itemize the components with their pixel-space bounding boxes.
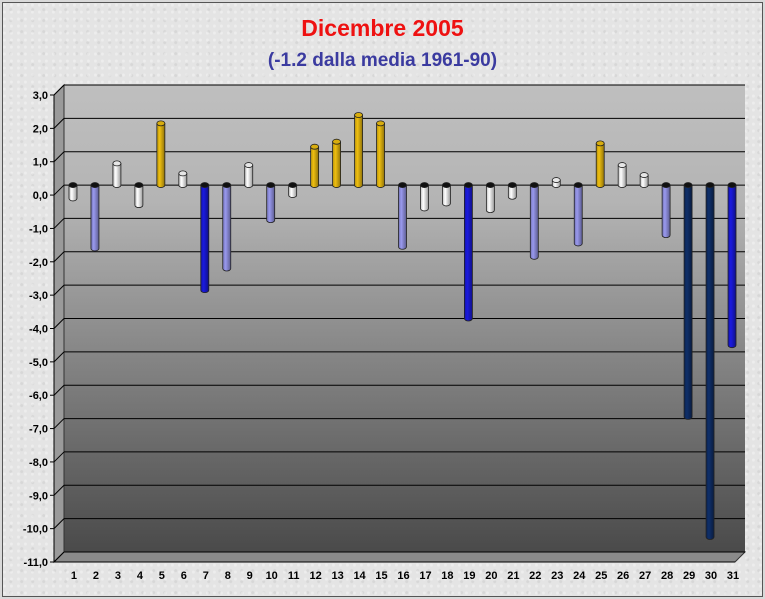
y-tick-label: 3,0	[33, 90, 48, 102]
x-tick-label: 22	[529, 570, 541, 582]
bar	[266, 182, 276, 223]
gridline-side	[53, 418, 65, 429]
x-tick-label: 2	[93, 570, 99, 582]
y-tick-label: -6,0	[29, 390, 48, 402]
bar	[507, 182, 517, 200]
y-tick-label: -1,0	[29, 223, 48, 235]
bar	[112, 160, 122, 188]
bar	[683, 182, 693, 420]
y-tick-label: -9,0	[29, 490, 48, 502]
x-tick-label: 10	[266, 570, 278, 582]
gridline-side	[53, 151, 65, 163]
y-tick-label: -8,0	[29, 457, 48, 469]
gridline-side	[53, 551, 65, 563]
bar	[639, 172, 649, 188]
bar	[529, 182, 539, 260]
x-tick-label: 5	[159, 570, 165, 582]
x-tick-label: 14	[353, 570, 366, 582]
y-tick-label: 1,0	[33, 157, 48, 169]
bar	[200, 182, 210, 294]
chart-subtitle: (-1.2 dalla media 1961-90)	[267, 50, 498, 71]
gridline-side	[53, 84, 65, 96]
bar	[244, 162, 254, 188]
bar	[398, 182, 407, 250]
x-tick-label: 8	[225, 570, 231, 582]
x-tick-label: 16	[397, 570, 409, 582]
x-tick-label: 23	[551, 570, 563, 582]
bar	[376, 120, 385, 188]
x-tick-label: 27	[639, 570, 651, 582]
x-tick-label: 25	[595, 570, 607, 582]
x-tick-label: 24	[573, 570, 586, 582]
gridline-side	[53, 184, 65, 196]
x-tick-label: 6	[181, 570, 187, 582]
x-tick-label: 7	[203, 570, 209, 582]
bar	[68, 182, 78, 202]
bar	[332, 138, 341, 188]
x-tick-label: 29	[683, 570, 695, 582]
bar	[661, 182, 671, 239]
bar	[310, 143, 320, 188]
y-tick-label: 2,0	[33, 123, 48, 135]
bar	[727, 182, 737, 349]
bar	[464, 182, 473, 322]
bar	[551, 177, 561, 188]
x-tick-label: 9	[247, 570, 253, 582]
x-tick-label: 17	[419, 570, 431, 582]
y-tick-label: -5,0	[29, 357, 48, 369]
bar	[485, 182, 495, 213]
gridline-side	[53, 118, 65, 129]
gridline-side	[53, 518, 65, 529]
bar	[595, 140, 605, 188]
x-tick-label: 12	[310, 570, 322, 582]
floor	[52, 551, 747, 563]
x-tick-label: 28	[661, 570, 673, 582]
gridline-side	[53, 218, 65, 229]
chart-title: Dicembre 2005	[301, 15, 464, 41]
y-tick-label: -3,0	[29, 290, 48, 302]
y-tick-label: -11,0	[24, 557, 48, 569]
gridline-side	[53, 284, 65, 296]
y-tick-label: -7,0	[29, 424, 48, 436]
x-tick-label: 11	[288, 570, 300, 582]
bar	[442, 182, 451, 207]
gridline-side	[53, 484, 65, 496]
bar	[288, 182, 298, 198]
x-tick-label: 13	[331, 570, 343, 582]
bar	[90, 182, 100, 252]
bar	[420, 182, 429, 212]
bar	[178, 170, 188, 188]
x-tick-label: 20	[485, 570, 497, 582]
bar	[134, 182, 144, 208]
y-tick-label: -4,0	[29, 324, 48, 336]
y-tick-label: -10,0	[23, 524, 48, 536]
y-tick-label: 0,0	[33, 190, 48, 202]
bar	[705, 182, 715, 540]
y-tick-label: -2,0	[29, 257, 48, 269]
bar	[354, 112, 363, 188]
x-tick-label: 19	[463, 570, 475, 582]
gridline-side	[53, 318, 65, 329]
bar	[573, 182, 583, 247]
x-tick-label: 15	[375, 570, 387, 582]
x-tick-label: 31	[727, 570, 739, 582]
x-tick-label: 4	[137, 570, 144, 582]
gridline-side	[53, 251, 65, 263]
gridline-side	[53, 451, 65, 463]
x-tick-label: 21	[507, 570, 519, 582]
x-tick-label: 18	[441, 570, 453, 582]
x-tick-label: 3	[115, 570, 121, 582]
bar	[156, 120, 166, 188]
x-tick-label: 26	[617, 570, 629, 582]
x-tick-label: 30	[705, 570, 717, 582]
bar	[222, 182, 232, 272]
gridline-side	[53, 351, 65, 363]
bar	[617, 162, 627, 188]
gridline-side	[53, 384, 65, 396]
x-tick-label: 1	[71, 570, 77, 582]
